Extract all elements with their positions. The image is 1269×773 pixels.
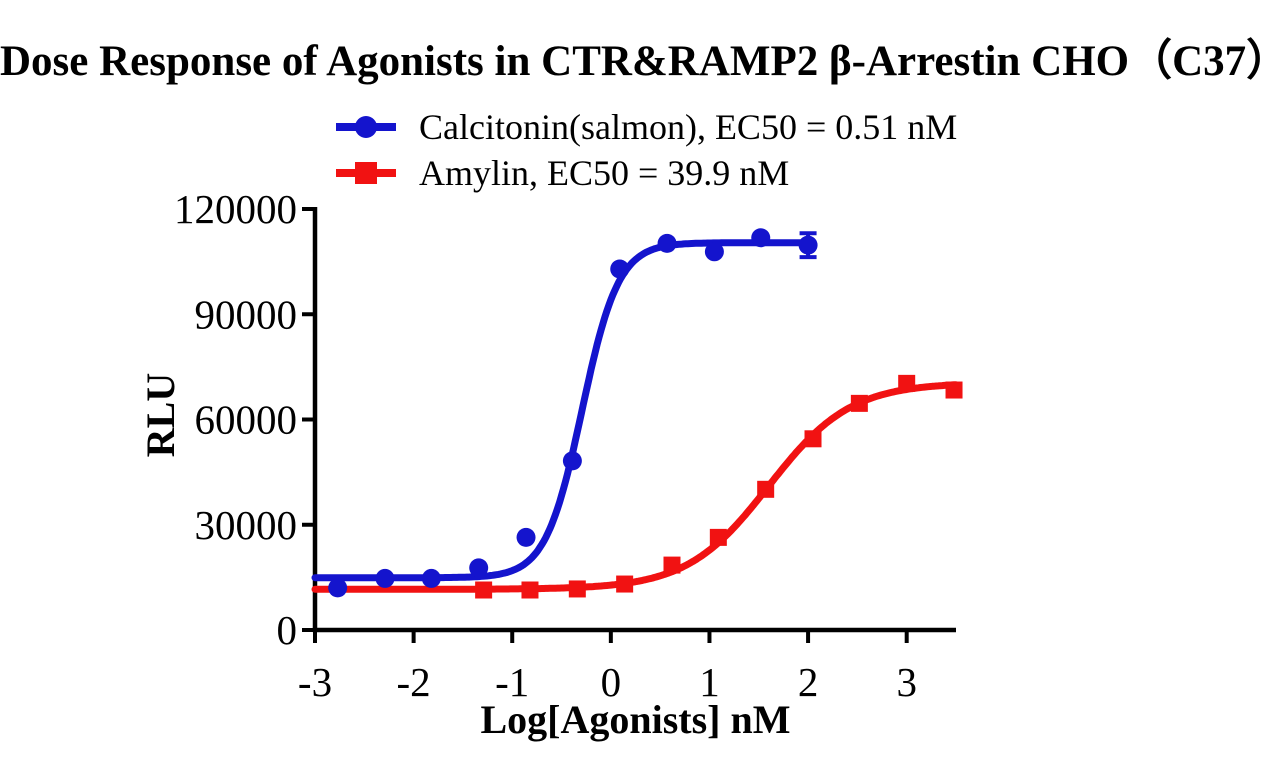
- data-point-amylin: [757, 480, 775, 498]
- amylin-marker-icon: [336, 162, 396, 184]
- data-point-amylin: [521, 581, 539, 599]
- legend-item-calcitonin: Calcitonin(salmon), EC50 = 0.51 nM: [334, 104, 957, 150]
- x-tick-label: -3: [298, 659, 332, 705]
- legend-label-calcitonin: Calcitonin(salmon), EC50 = 0.51 nM: [419, 107, 958, 147]
- data-point-amylin: [709, 528, 727, 546]
- data-point-amylin: [475, 581, 493, 599]
- data-point-calcitonin: [798, 235, 818, 255]
- x-tick-label: 1: [699, 659, 720, 705]
- data-point-calcitonin: [421, 568, 441, 588]
- legend-item-amylin: Amylin, EC50 = 39.9 nM: [334, 150, 957, 196]
- fit-curve-calcitonin: [311, 239, 816, 582]
- data-point-calcitonin: [562, 451, 582, 471]
- data-point-amylin: [945, 381, 963, 399]
- data-point-amylin: [804, 430, 822, 448]
- fit-curve-amylin: [311, 381, 960, 593]
- data-point-calcitonin: [469, 558, 489, 578]
- y-tick-label: 30000: [195, 502, 298, 548]
- data-point-calcitonin: [704, 242, 724, 262]
- data-point-amylin: [616, 575, 634, 593]
- data-point-calcitonin: [516, 527, 536, 547]
- data-point-amylin: [663, 556, 681, 574]
- legend: Calcitonin(salmon), EC50 = 0.51 nM Amyli…: [334, 104, 957, 196]
- legend-square-marker: [355, 162, 377, 184]
- chart-title: Dose Response of Agonists in CTR&RAMP2 β…: [0, 38, 1269, 85]
- data-point-calcitonin: [657, 233, 677, 253]
- calcitonin-marker-icon: [336, 116, 396, 138]
- legend-circle-marker: [355, 116, 377, 138]
- y-tick-label: 120000: [174, 186, 297, 232]
- x-tick-label: -2: [397, 659, 431, 705]
- x-tick-label: 2: [798, 659, 819, 705]
- data-point-amylin: [568, 580, 586, 598]
- data-point-amylin: [850, 394, 868, 412]
- x-tick-label: 0: [601, 659, 622, 705]
- x-axis-title: Log[Agonists] nM: [480, 697, 791, 742]
- data-point-calcitonin: [328, 578, 348, 598]
- y-tick-label: 0: [277, 607, 298, 653]
- data-point-calcitonin: [751, 228, 771, 248]
- data-point-calcitonin: [375, 568, 395, 588]
- x-tick-label: 3: [896, 659, 917, 705]
- data-point-amylin: [898, 374, 916, 392]
- legend-label-amylin: Amylin, EC50 = 39.9 nM: [419, 153, 790, 193]
- y-tick-label: 90000: [195, 291, 298, 337]
- x-tick-label: -1: [495, 659, 529, 705]
- y-tick-label: 60000: [195, 397, 298, 443]
- data-point-calcitonin: [610, 259, 630, 279]
